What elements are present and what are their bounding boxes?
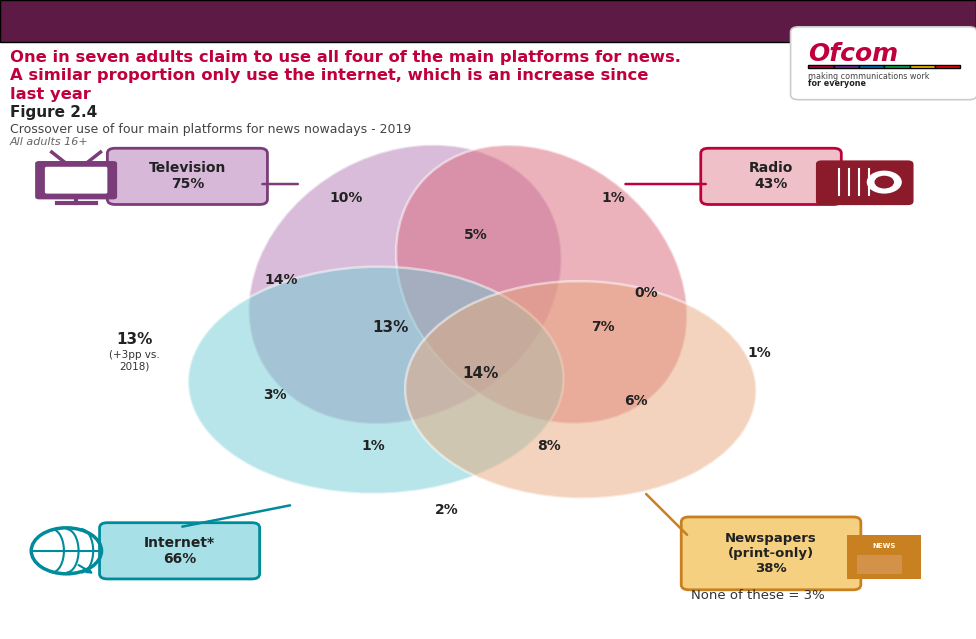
FancyBboxPatch shape [681,517,861,590]
FancyBboxPatch shape [45,167,107,194]
Ellipse shape [405,281,756,498]
FancyBboxPatch shape [834,65,859,68]
Text: 1%: 1% [361,439,385,453]
Text: Figure 2.4: Figure 2.4 [10,105,97,119]
Text: None of these = 3%: None of these = 3% [690,589,825,602]
Ellipse shape [188,266,563,494]
Text: 8%: 8% [537,439,560,453]
Circle shape [874,176,894,189]
Ellipse shape [249,144,561,424]
Text: last year: last year [10,87,91,102]
FancyBboxPatch shape [791,27,976,100]
Text: Internet*
66%: Internet* 66% [144,535,215,566]
Text: One in seven adults claim to use all four of the main platforms for news.: One in seven adults claim to use all fou… [10,50,680,65]
FancyBboxPatch shape [847,535,921,579]
Text: Television
75%: Television 75% [148,161,226,192]
Text: 13%: 13% [372,320,409,335]
Text: Newspapers
(print-only)
38%: Newspapers (print-only) 38% [725,532,817,575]
Text: 1%: 1% [601,191,625,205]
FancyBboxPatch shape [884,65,910,68]
Text: 0%: 0% [634,286,658,300]
Text: 7%: 7% [591,320,615,334]
Text: Ofcom: Ofcom [808,42,898,66]
FancyBboxPatch shape [107,148,267,204]
Text: 3%: 3% [264,388,287,402]
FancyBboxPatch shape [701,148,841,204]
Text: 5%: 5% [464,228,487,242]
Text: All adults 16+: All adults 16+ [10,137,89,148]
FancyBboxPatch shape [935,65,960,68]
Text: making communications work: making communications work [808,72,929,81]
FancyBboxPatch shape [816,160,914,205]
Text: 10%: 10% [330,191,363,205]
Text: Crossover use of four main platforms for news nowadays - 2019: Crossover use of four main platforms for… [10,123,411,135]
Text: 14%: 14% [264,273,298,287]
FancyBboxPatch shape [859,65,884,68]
Text: 2%: 2% [435,503,459,517]
Ellipse shape [396,145,687,424]
FancyBboxPatch shape [808,65,834,68]
Text: for everyone: for everyone [808,79,866,88]
FancyBboxPatch shape [857,555,902,574]
FancyBboxPatch shape [100,523,260,579]
Text: NEWS: NEWS [873,543,896,549]
Text: 13%: 13% [116,332,153,348]
Text: 14%: 14% [462,366,499,381]
Text: 6%: 6% [625,394,648,408]
FancyBboxPatch shape [910,65,935,68]
Text: A similar proportion only use the internet, which is an increase since: A similar proportion only use the intern… [10,68,648,83]
Text: Radio
43%: Radio 43% [749,161,793,192]
Circle shape [867,171,902,194]
Text: 1%: 1% [748,346,771,360]
FancyBboxPatch shape [35,161,117,199]
FancyBboxPatch shape [0,0,976,42]
Text: (+3pp vs.
2018): (+3pp vs. 2018) [109,350,160,372]
